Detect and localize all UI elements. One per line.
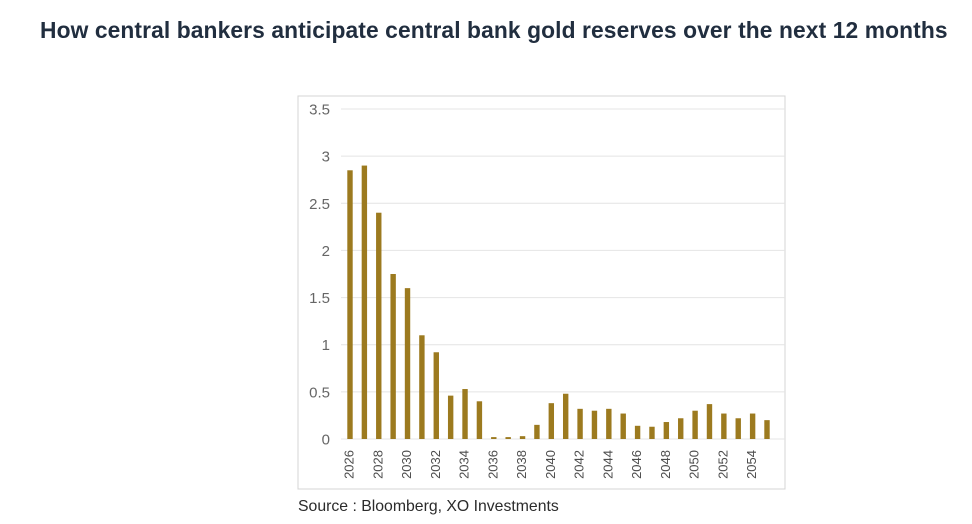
svg-text:2050: 2050 [687,450,702,479]
svg-text:1: 1 [322,337,330,354]
svg-text:2034: 2034 [457,450,472,479]
svg-text:0.5: 0.5 [309,384,330,401]
svg-text:2044: 2044 [600,450,615,479]
svg-text:2026: 2026 [342,450,357,479]
svg-text:2046: 2046 [629,450,644,479]
svg-text:1.5: 1.5 [309,290,330,307]
svg-text:2032: 2032 [428,450,443,479]
svg-text:2052: 2052 [715,450,730,479]
svg-text:2038: 2038 [514,450,529,479]
svg-text:2: 2 [322,243,330,260]
svg-text:2048: 2048 [658,450,673,479]
svg-text:3: 3 [322,149,330,166]
svg-text:2036: 2036 [485,450,500,479]
svg-text:2028: 2028 [370,450,385,479]
svg-text:2.5: 2.5 [309,196,330,213]
svg-text:0: 0 [322,432,330,449]
svg-text:2040: 2040 [543,450,558,479]
svg-text:2030: 2030 [399,450,414,479]
svg-text:2042: 2042 [572,450,587,479]
svg-text:3.5: 3.5 [309,102,330,119]
svg-text:2054: 2054 [744,450,759,479]
